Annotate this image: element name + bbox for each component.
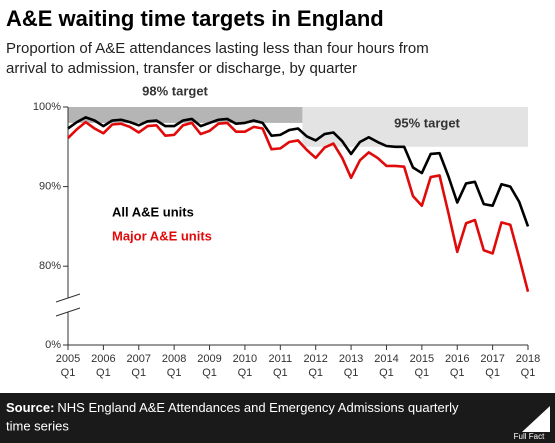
x-tick-sublabel: Q1 xyxy=(415,367,430,379)
y-tick-label: 0% xyxy=(45,339,61,351)
x-tick-sublabel: Q1 xyxy=(273,367,288,379)
source-line: NHS England A&E Attendances and Emergenc… xyxy=(57,400,459,415)
x-tick-sublabel: Q1 xyxy=(167,367,182,379)
series-line xyxy=(67,120,530,292)
chart-title: A&E waiting time targets in England xyxy=(6,6,384,31)
target-label: 95% target xyxy=(394,115,460,130)
x-tick-label: 2014 xyxy=(374,353,398,365)
axis-break xyxy=(55,307,81,317)
logo-text: Full Fact xyxy=(514,432,545,441)
x-tick-sublabel: Q1 xyxy=(308,367,323,379)
y-tick-label: 100% xyxy=(33,101,61,113)
y-tick-label: 80% xyxy=(39,260,61,272)
series-label: All A&E units xyxy=(112,204,194,219)
x-tick-sublabel: Q1 xyxy=(485,367,500,379)
x-tick-sublabel: Q1 xyxy=(521,367,536,379)
source-band xyxy=(0,393,555,443)
x-tick-label: 2013 xyxy=(339,353,363,365)
source-line: time series xyxy=(6,418,69,433)
x-tick-sublabel: Q1 xyxy=(131,367,146,379)
target-label: 98% target xyxy=(142,83,208,98)
source-text: Source: NHS England A&E Attendances and E… xyxy=(6,400,459,415)
x-tick-label: 2008 xyxy=(162,353,186,365)
series-label: Major A&E units xyxy=(112,228,212,243)
source-label: Source: xyxy=(6,400,54,415)
x-tick-sublabel: Q1 xyxy=(450,367,465,379)
x-tick-label: 2012 xyxy=(303,353,327,365)
x-tick-label: 2016 xyxy=(445,353,469,365)
axis-break xyxy=(55,293,81,303)
chart-subtitle: arrival to admission, transfer or discha… xyxy=(6,60,357,77)
x-tick-label: 2009 xyxy=(197,353,221,365)
x-tick-sublabel: Q1 xyxy=(202,367,217,379)
x-tick-sublabel: Q1 xyxy=(344,367,359,379)
target-band xyxy=(68,107,303,123)
x-tick-label: 2010 xyxy=(233,353,257,365)
series-line xyxy=(67,116,530,227)
x-tick-sublabel: Q1 xyxy=(61,367,76,379)
x-tick-label: 2015 xyxy=(410,353,434,365)
x-tick-label: 2011 xyxy=(268,353,292,365)
logo-mark xyxy=(522,406,550,432)
x-tick-label: 2017 xyxy=(480,353,504,365)
chart-subtitle: Proportion of A&E attendances lasting le… xyxy=(6,40,429,57)
x-tick-label: 2005 xyxy=(56,353,80,365)
y-tick-label: 90% xyxy=(39,181,61,193)
x-tick-label: 2018 xyxy=(516,353,540,365)
x-tick-label: 2007 xyxy=(127,353,151,365)
x-tick-label: 2006 xyxy=(91,353,115,365)
x-tick-sublabel: Q1 xyxy=(96,367,111,379)
x-tick-sublabel: Q1 xyxy=(379,367,394,379)
x-tick-sublabel: Q1 xyxy=(238,367,253,379)
